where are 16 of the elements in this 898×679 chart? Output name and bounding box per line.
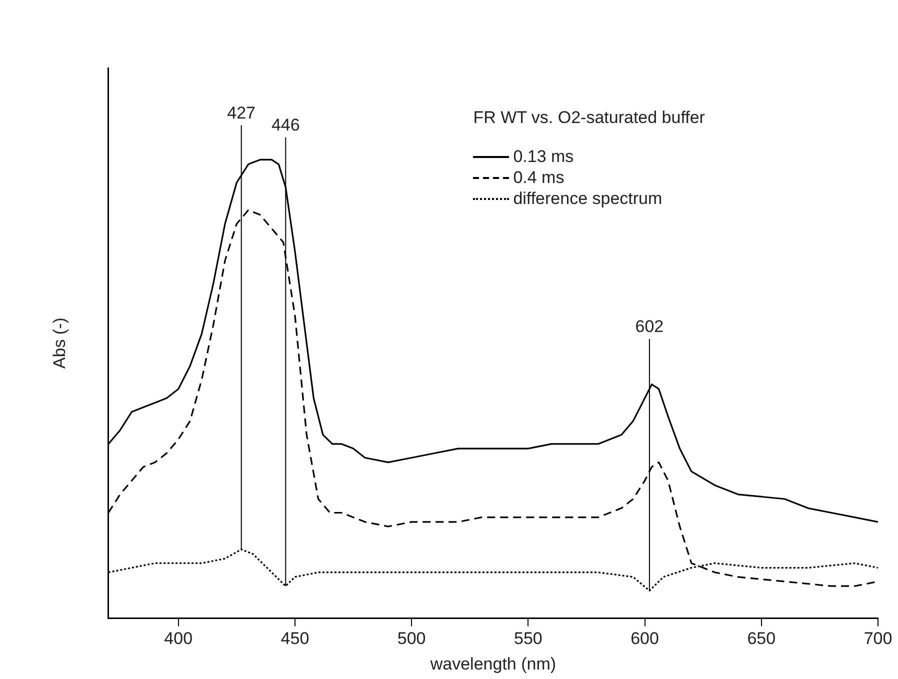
legend-label: difference spectrum (513, 188, 662, 208)
x-tick-label: 450 (280, 629, 310, 648)
x-tick-label: 700 (864, 629, 892, 648)
y-axis-title: Abs (-) (50, 318, 69, 369)
x-tick-label: 500 (397, 629, 426, 648)
legend-label: 0.13 ms (513, 146, 574, 166)
legend-label: 0.4 ms (513, 168, 564, 188)
ref-line-label: 446 (271, 115, 300, 134)
x-axis-title: wavelength (nm) (429, 654, 556, 674)
ref-line-label: 602 (635, 317, 664, 336)
legend-title: FR WT vs. O2-saturated buffer (473, 108, 705, 128)
x-tick-label: 650 (747, 629, 776, 648)
x-tick-label: 400 (164, 629, 193, 648)
x-tick-label: 550 (514, 629, 542, 648)
ref-line-label: 427 (227, 103, 256, 122)
x-tick-label: 600 (630, 629, 659, 648)
